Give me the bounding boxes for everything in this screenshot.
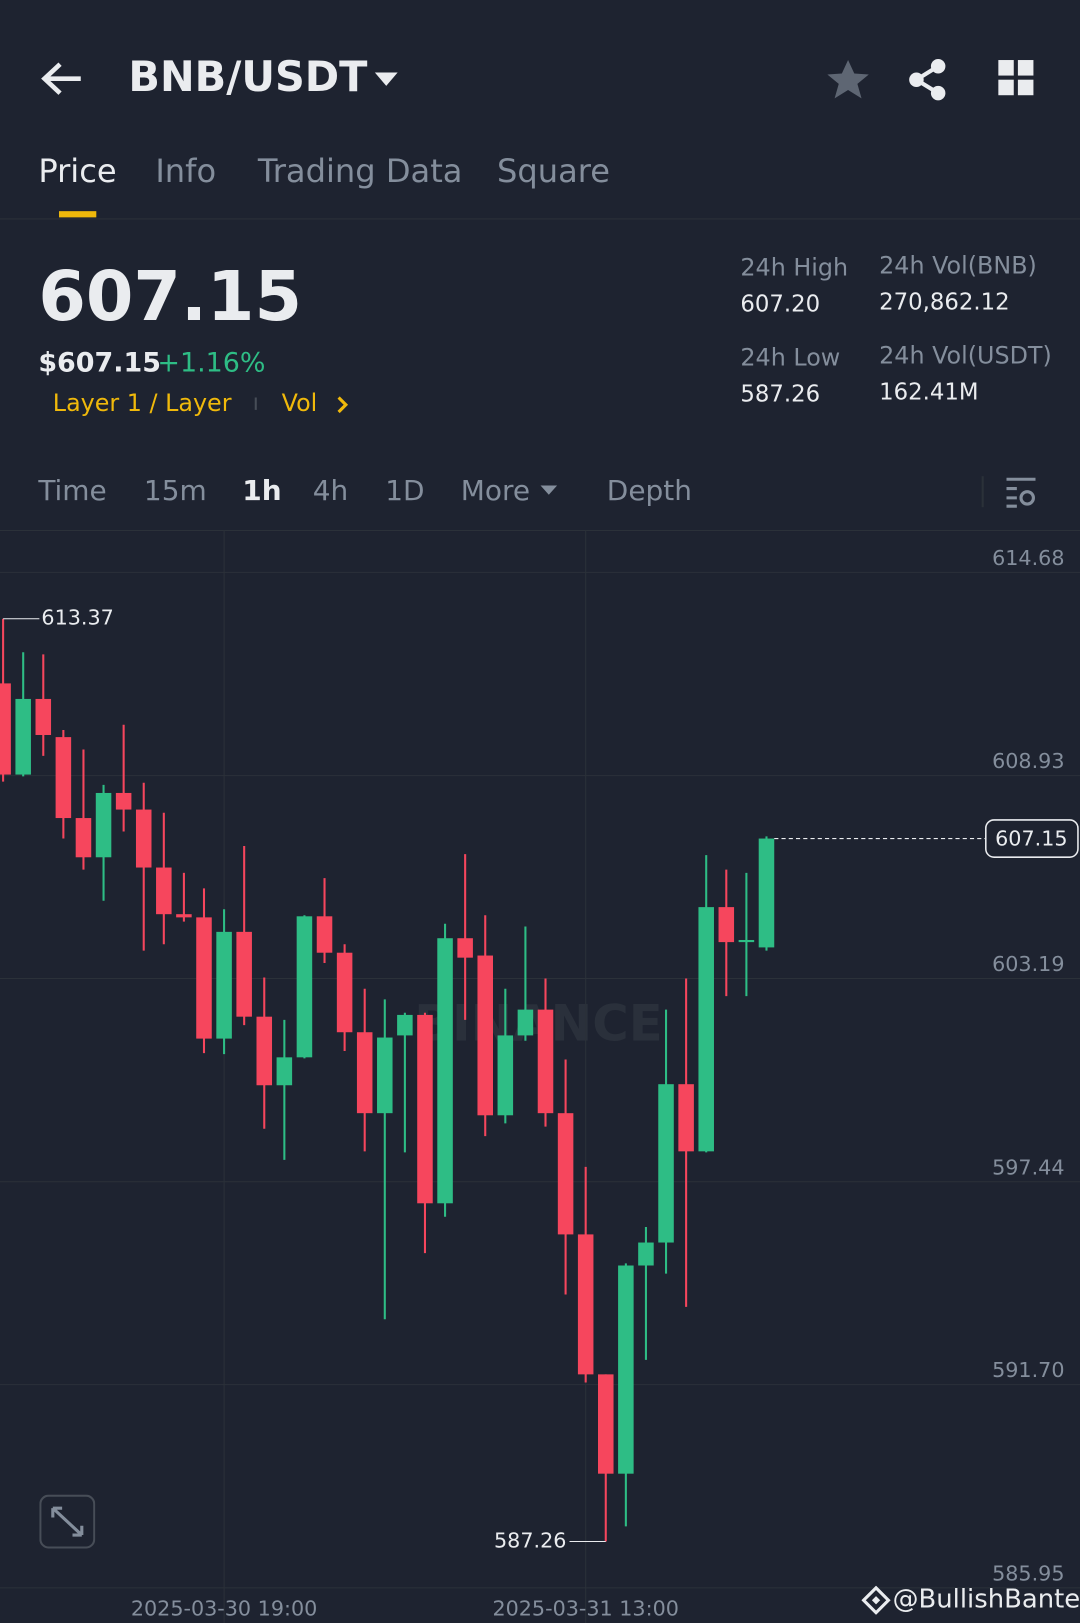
candle-body	[698, 907, 714, 1152]
fullscreen-button[interactable]	[39, 1494, 96, 1549]
candle-body	[477, 955, 494, 1116]
candle-body	[135, 809, 152, 868]
candle-body	[517, 1009, 534, 1036]
candle-body	[336, 952, 353, 1033]
candle-body	[658, 1084, 674, 1243]
stat-value: 587.26	[740, 381, 821, 408]
candle-body	[316, 916, 333, 953]
vol-tag[interactable]: Vol	[281, 390, 318, 418]
credit-watermark: @BullishBanter	[892, 1583, 1080, 1614]
interval[interactable]: More	[460, 475, 531, 508]
usd-price: $607.15	[38, 347, 161, 379]
grid-icon[interactable]	[998, 60, 1035, 97]
candle-body	[176, 914, 192, 918]
candle-body	[678, 1084, 694, 1152]
y-tick-label: 597.44	[992, 1155, 1064, 1179]
pair-dropdown[interactable]	[373, 70, 400, 89]
divider	[0, 529, 1080, 532]
divider	[0, 218, 1080, 220]
candle-body	[718, 907, 735, 943]
stat-label: 24h Vol(USDT)	[879, 342, 1052, 370]
chevron	[337, 396, 349, 414]
interval[interactable]: 1h	[242, 475, 282, 508]
candle-body	[577, 1234, 594, 1375]
candle-body	[377, 1037, 393, 1114]
candle-body	[216, 931, 232, 1039]
interval[interactable]: Depth	[606, 475, 692, 508]
last-price: 607.15	[38, 256, 303, 337]
x-tick-label: 2025-03-30 19:00	[131, 1597, 317, 1621]
category-tag[interactable]: Layer 1 / Layer	[52, 390, 232, 418]
candle-body	[537, 1009, 554, 1114]
y-tick-label: 614.68	[992, 546, 1064, 570]
y-tick-label: 591.70	[992, 1358, 1064, 1382]
chart-settings-icon[interactable]	[1004, 476, 1037, 509]
pair-title[interactable]: BNB/USDT	[128, 53, 368, 102]
candle-body	[196, 917, 212, 1039]
tab[interactable]: Info	[155, 153, 217, 191]
candle-body	[95, 792, 112, 858]
stat-value: 162.41M	[879, 379, 979, 406]
interval[interactable]: 15m	[143, 475, 207, 508]
candle-body	[35, 698, 52, 735]
candle-body	[638, 1242, 654, 1266]
candle-body	[276, 1057, 293, 1086]
candle-body	[156, 867, 172, 915]
separator	[254, 397, 257, 410]
candle-body	[55, 737, 72, 819]
candle-body	[75, 818, 92, 858]
candle-body	[457, 938, 473, 958]
candle-body	[497, 1035, 514, 1116]
binance-logo	[861, 1585, 891, 1615]
candle-body	[738, 939, 755, 943]
more-dropdown	[540, 485, 558, 495]
stat-label: 24h Low	[740, 344, 841, 372]
candle-body	[15, 698, 31, 775]
candle-body	[618, 1265, 634, 1474]
x-tick-label: 2025-03-31 13:00	[492, 1597, 678, 1621]
favorite-icon[interactable]	[826, 58, 869, 99]
candle-body	[758, 838, 775, 948]
candle-body	[598, 1374, 614, 1474]
price-change: +1.16%	[157, 347, 266, 379]
interval[interactable]: 1D	[385, 475, 425, 508]
tab-indicator	[59, 211, 97, 218]
candle-body	[437, 938, 453, 1204]
low-label: 587.26	[494, 1529, 566, 1553]
stat-label: 24h High	[740, 254, 849, 282]
candle-body	[236, 931, 252, 1017]
candle-body	[356, 1032, 373, 1114]
candle-body	[397, 1014, 413, 1036]
last-price-box	[985, 819, 1079, 858]
tab[interactable]: Square	[497, 153, 611, 191]
y-tick-label: 603.19	[992, 952, 1064, 976]
tab[interactable]: Price	[38, 153, 117, 191]
stat-value: 270,862.12	[879, 289, 1010, 316]
interval[interactable]: Time	[38, 475, 107, 508]
y-tick-label: 608.93	[992, 749, 1064, 773]
tab[interactable]: Trading Data	[257, 153, 463, 191]
stat-label: 24h Vol(BNB)	[879, 252, 1037, 280]
interval[interactable]: 4h	[312, 475, 349, 508]
high-label: 613.37	[41, 606, 113, 630]
back-icon[interactable]	[39, 60, 85, 97]
last-price-label: 607.15	[995, 827, 1067, 851]
candle-body	[417, 1014, 433, 1204]
candle-body	[296, 916, 313, 1058]
candle-body	[115, 792, 132, 810]
candle-body	[557, 1113, 574, 1235]
candle-body	[256, 1016, 273, 1086]
separator	[981, 476, 984, 508]
share-icon[interactable]	[907, 58, 948, 101]
stat-value: 607.20	[740, 291, 821, 318]
y-tick-label: 585.95	[992, 1561, 1064, 1585]
candle-body	[0, 683, 11, 775]
